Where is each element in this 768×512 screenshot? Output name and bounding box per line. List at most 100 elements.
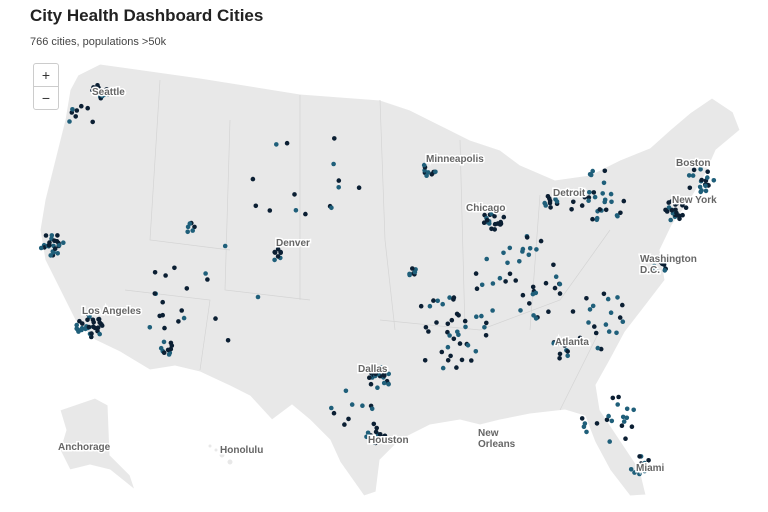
city-dot [490, 281, 496, 286]
city-dot [587, 172, 593, 177]
city-dot [621, 419, 627, 424]
city-label: Seattle [92, 87, 125, 98]
city-dot [165, 347, 171, 353]
city-dot [531, 313, 536, 318]
city-dot [553, 197, 558, 202]
city-label: Washington [640, 254, 697, 265]
city-dot [169, 343, 175, 348]
city-dot [479, 282, 485, 288]
city-dot [497, 275, 503, 281]
city-dot [593, 330, 599, 336]
city-dot [587, 307, 593, 312]
city-dot [609, 199, 614, 205]
city-dots [38, 83, 717, 477]
state-borders [124, 79, 611, 411]
city-dot [79, 103, 84, 109]
city-dot [494, 207, 500, 213]
city-dot [668, 217, 673, 223]
city-dot [52, 246, 58, 251]
city-label: Atlanta [555, 337, 589, 348]
city-dot [601, 180, 607, 186]
city-dot [465, 343, 471, 348]
city-label: Detroit [553, 188, 586, 199]
city-dot [152, 270, 158, 275]
city-dot [621, 198, 627, 204]
city-dot [484, 256, 490, 262]
title: City Health Dashboard Cities [30, 6, 264, 25]
city-dot [172, 265, 177, 271]
city-dot [365, 430, 371, 436]
city-dot [371, 421, 377, 427]
city-dot [697, 184, 703, 190]
city-dot [591, 190, 597, 195]
city-dot [686, 173, 692, 178]
city-dot [61, 240, 66, 245]
city-dot [683, 205, 689, 210]
city-dot [565, 353, 570, 359]
city-dot [483, 333, 489, 338]
city-dot [615, 402, 620, 407]
city-dot [95, 83, 100, 88]
city-label: Denver [276, 238, 310, 249]
city-label: Los Angeles [82, 306, 142, 317]
city-dot [608, 191, 614, 197]
city-dot [360, 403, 365, 409]
city-dot [674, 210, 679, 216]
city-dot [407, 272, 412, 278]
zoom-out[interactable]: − [34, 86, 58, 109]
city-dot [527, 246, 533, 251]
city-dot [520, 246, 526, 252]
city-dot [161, 339, 167, 345]
city-dot [631, 407, 636, 413]
city-dot [518, 308, 523, 313]
city-dot [698, 167, 703, 172]
city-dot [332, 136, 337, 141]
city-dot [638, 463, 644, 469]
city-dot [619, 423, 625, 429]
city-dot [427, 303, 433, 309]
city-dot [524, 235, 530, 240]
zoom-in[interactable]: + [41, 67, 51, 83]
city-dot [96, 316, 102, 322]
city-dot [423, 325, 429, 330]
city-dot [557, 351, 563, 357]
city-dot [83, 326, 88, 332]
city-dot [629, 424, 635, 430]
city-dot [557, 340, 562, 346]
city-dot [185, 229, 190, 235]
city-dot [545, 194, 551, 199]
city-dot [181, 315, 187, 321]
city-dot [74, 108, 80, 113]
city-dot [91, 320, 96, 325]
city-dot [429, 172, 435, 177]
city-dot [484, 217, 490, 223]
city-dot [445, 344, 451, 350]
city-dot [106, 90, 112, 96]
city-dot [705, 169, 710, 174]
city-dot [609, 418, 615, 424]
city-dot [52, 238, 57, 243]
city-dot [479, 313, 484, 319]
city-dot [607, 439, 612, 444]
city-dot [547, 200, 553, 206]
city-dot [49, 233, 55, 238]
city-dot [373, 429, 379, 435]
city-dot [463, 324, 468, 330]
city-label: Honolulu [220, 445, 263, 456]
city-dot [711, 178, 717, 183]
city-dot [445, 358, 451, 363]
city-dot [369, 406, 375, 412]
city-dot [435, 298, 441, 304]
city-label: Minneapolis [426, 154, 484, 165]
city-dot [501, 250, 506, 256]
city-dot [56, 243, 62, 248]
city-dot [386, 381, 391, 387]
city-dot [378, 433, 383, 439]
city-dot [90, 119, 95, 125]
city-dot [55, 251, 60, 256]
city-dot [93, 90, 98, 96]
city-dot [662, 268, 668, 273]
city-dot [445, 321, 451, 327]
city-dot [594, 217, 600, 223]
city-dot [642, 460, 647, 466]
